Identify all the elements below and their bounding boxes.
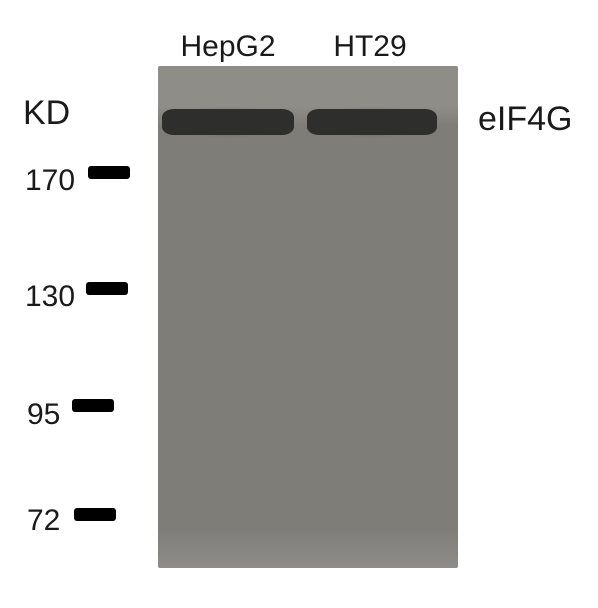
kd-header: KD (23, 94, 70, 133)
marker-bar-170 (88, 166, 130, 179)
lane-label-ht29: HT29 (300, 30, 440, 64)
marker-label-72: 72 (27, 504, 60, 538)
marker-bar-130 (86, 282, 128, 295)
blot-membrane (158, 66, 458, 568)
marker-label-95: 95 (27, 398, 60, 432)
marker-label-170: 170 (25, 164, 75, 198)
marker-bar-95 (72, 399, 114, 412)
band-hepg2 (162, 109, 294, 135)
lane-label-hepg2: HepG2 (158, 30, 298, 64)
marker-label-130: 130 (25, 280, 75, 314)
target-label: eIF4G (478, 100, 572, 139)
figure-canvas: HepG2 HT29 eIF4G KD 170 130 95 72 (0, 0, 598, 608)
marker-bar-72 (74, 508, 116, 521)
band-ht29 (307, 109, 437, 135)
